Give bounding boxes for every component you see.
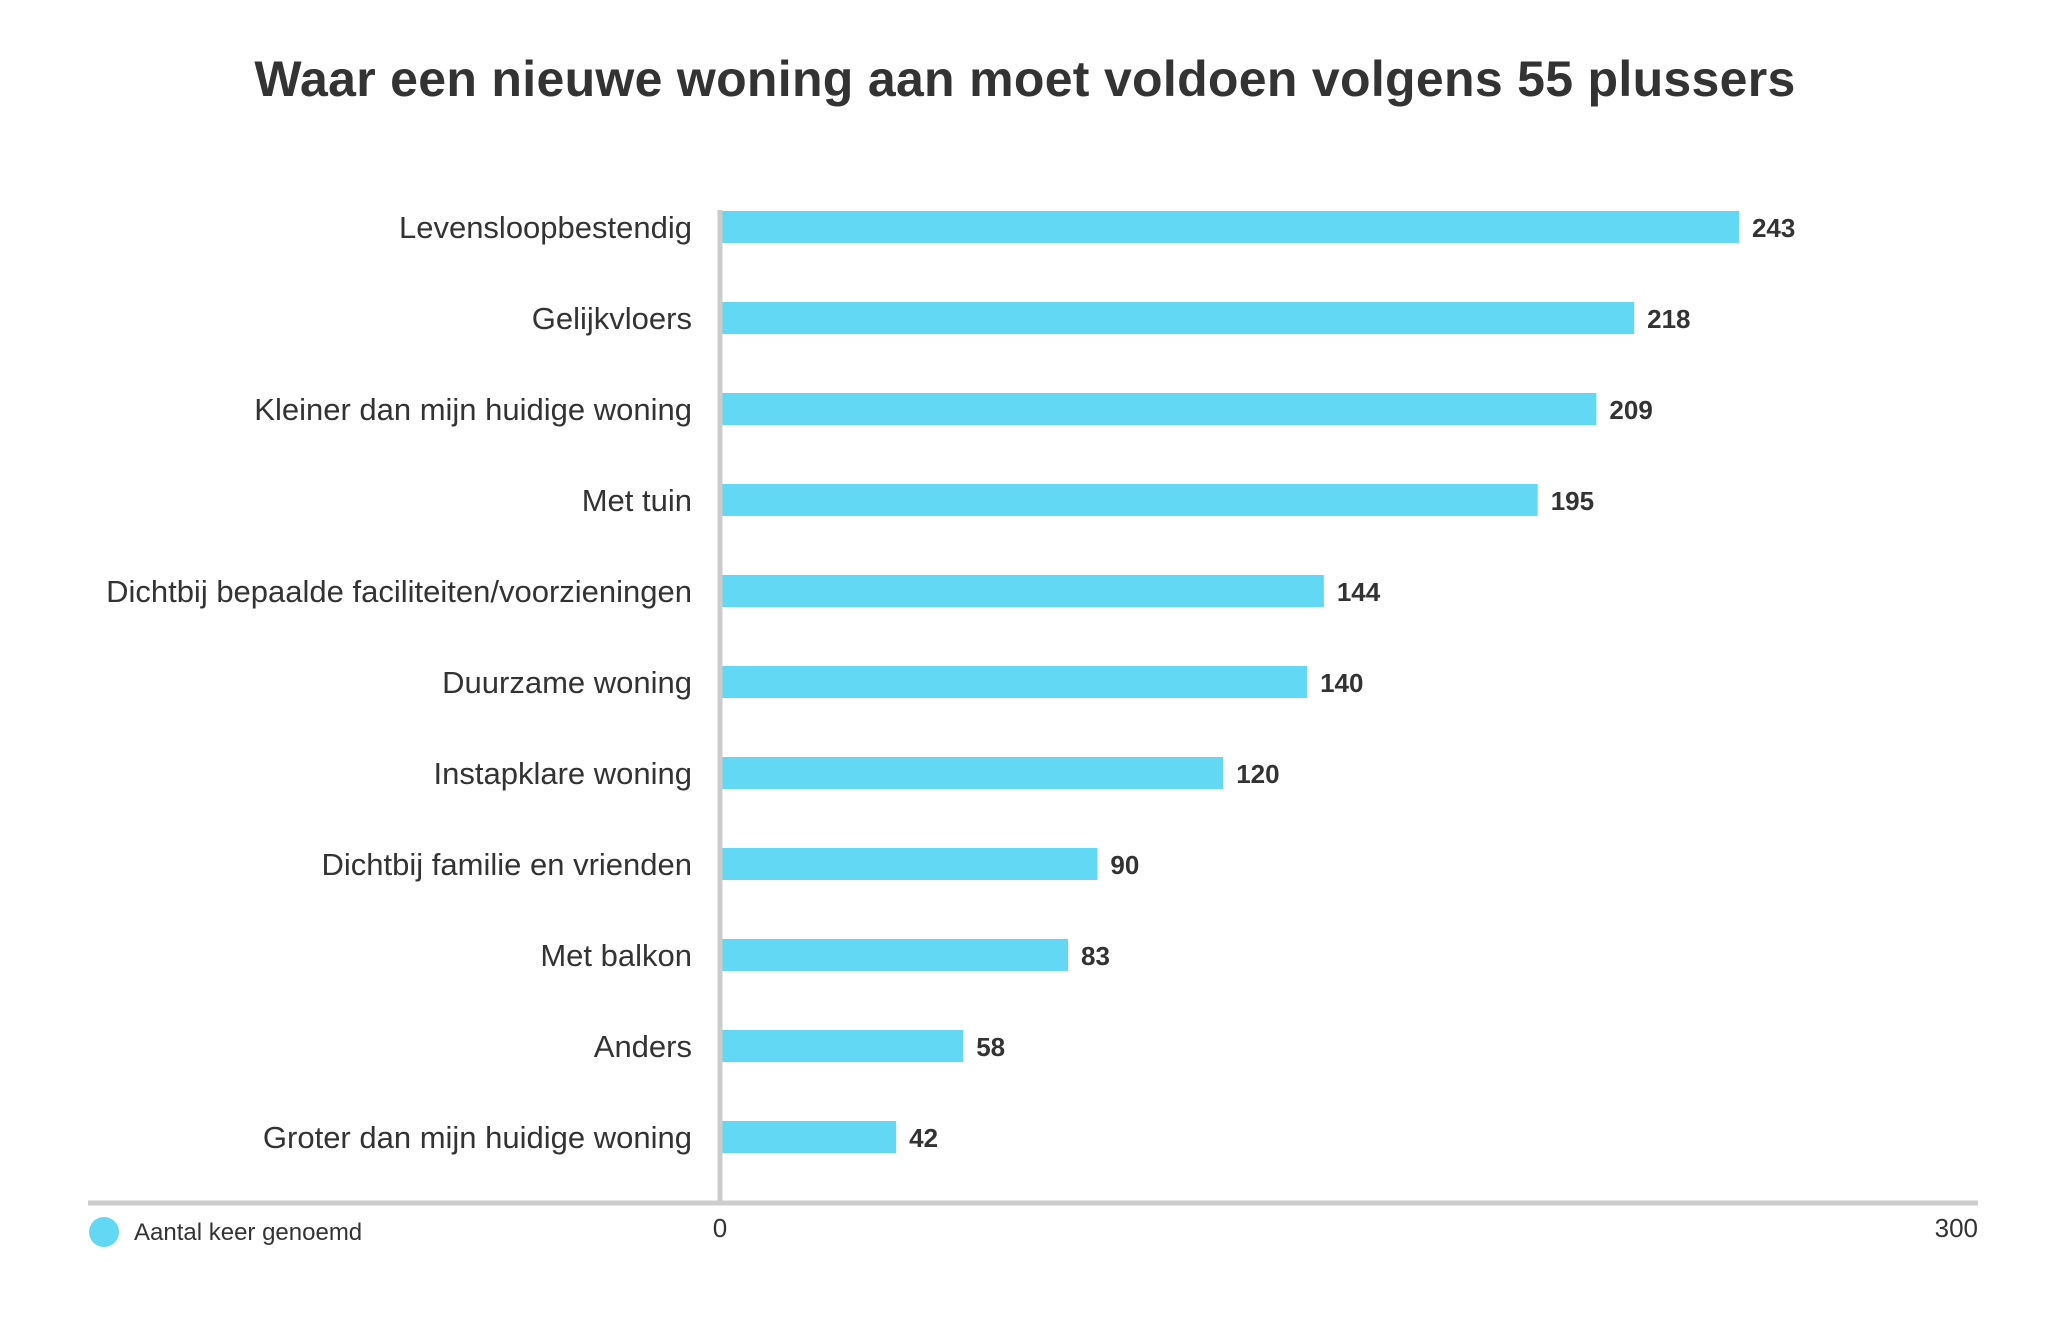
bar <box>720 484 1538 516</box>
value-label: 243 <box>1752 213 1795 243</box>
bar <box>720 211 1739 243</box>
x-tick-label: 0 <box>713 1213 727 1243</box>
category-label: Instapklare woning <box>434 756 693 791</box>
chart-title: Waar een nieuwe woning aan moet voldoen … <box>254 51 1796 107</box>
bar <box>720 1121 897 1153</box>
value-label: 218 <box>1647 304 1690 334</box>
bar <box>720 302 1635 334</box>
category-label: Groter dan mijn huidige woning <box>263 1120 692 1155</box>
value-label: 195 <box>1551 486 1594 516</box>
value-label: 42 <box>909 1123 938 1153</box>
bar <box>720 393 1597 425</box>
category-label: Gelijkvloers <box>532 301 692 336</box>
bar <box>720 1030 964 1062</box>
bar <box>720 575 1324 607</box>
value-label: 144 <box>1337 577 1381 607</box>
value-label: 209 <box>1609 395 1652 425</box>
value-label: 83 <box>1081 941 1110 971</box>
bar <box>720 757 1224 789</box>
bar <box>720 848 1098 880</box>
category-label: Met balkon <box>540 938 692 973</box>
value-label: 58 <box>976 1032 1005 1062</box>
legend-label: Aantal keer genoemd <box>134 1219 362 1246</box>
category-label: Dichtbij bepaalde faciliteiten/voorzieni… <box>106 574 692 609</box>
category-label: Kleiner dan mijn huidige woning <box>254 392 692 427</box>
category-label: Dichtbij familie en vrienden <box>322 847 692 882</box>
bar <box>720 939 1069 971</box>
category-label: Duurzame woning <box>442 665 692 700</box>
category-label: Met tuin <box>582 483 692 518</box>
value-label: 90 <box>1110 850 1139 880</box>
category-label: Anders <box>594 1029 692 1064</box>
value-label: 120 <box>1236 759 1279 789</box>
legend-marker <box>89 1217 119 1247</box>
category-label: Levensloopbestendig <box>399 210 692 245</box>
bar <box>720 666 1308 698</box>
x-tick-label: 300 <box>1935 1213 1978 1243</box>
value-label: 140 <box>1320 668 1363 698</box>
